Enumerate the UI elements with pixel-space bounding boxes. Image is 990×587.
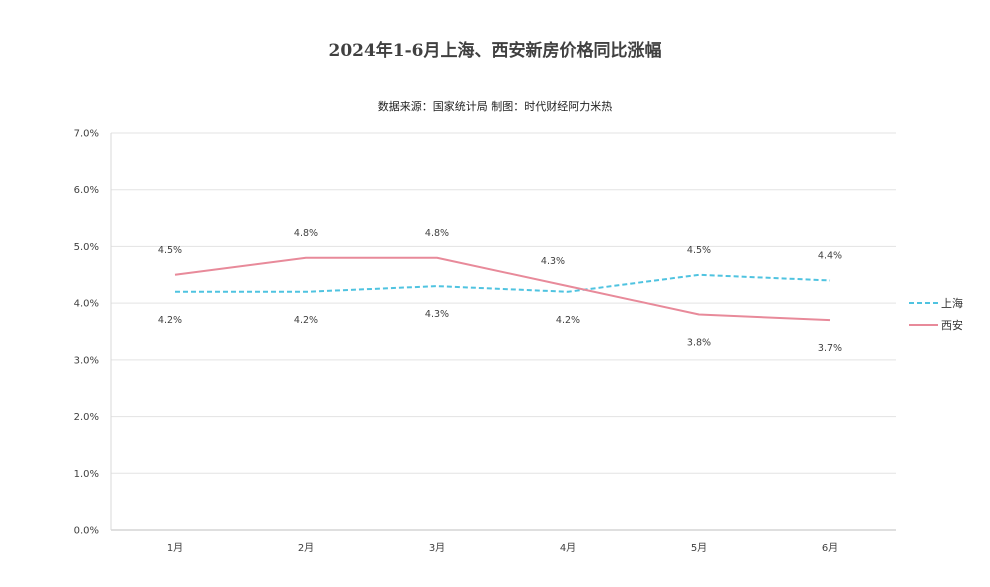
y-tick-label: 2.0% (74, 412, 99, 423)
data-label: 4.5% (158, 245, 182, 256)
data-label: 4.8% (425, 228, 449, 239)
x-tick-label: 1月 (167, 542, 183, 554)
data-label: 3.7% (818, 343, 842, 354)
data-label: 4.2% (556, 315, 580, 326)
y-tick-label: 4.0% (74, 299, 99, 310)
y-tick-label: 7.0% (74, 129, 99, 140)
data-label: 4.8% (294, 228, 318, 239)
data-label: 4.5% (687, 245, 711, 256)
data-label: 4.3% (425, 309, 449, 320)
data-label: 4.4% (818, 250, 842, 261)
series-line-xian (174, 256, 831, 322)
y-tick-label: 5.0% (74, 242, 99, 253)
data-label: 3.8% (687, 337, 711, 348)
axes: 0.0% 1.0% 2.0% 3.0% 4.0% 5.0% 6.0% 7.0% 1月 2月 3月 4月… (74, 129, 839, 555)
x-tick-label: 5月 (691, 542, 707, 554)
x-tick-label: 4月 (560, 542, 576, 554)
series-lines (174, 256, 831, 322)
y-tick-label: 3.0% (74, 355, 99, 366)
x-tick-label: 3月 (429, 542, 445, 554)
y-tick-label: 1.0% (74, 469, 99, 480)
y-tick-label: 0.0% (74, 526, 99, 537)
legend-label: 上海 (941, 296, 963, 310)
y-tick-label: 6.0% (74, 185, 99, 196)
series-line-shanghai (175, 273, 831, 293)
chart-title: 2024年1-6月上海、西安新房价格同比涨幅 (328, 41, 662, 61)
data-label: 4.3% (541, 256, 565, 267)
data-label: 4.2% (294, 315, 318, 326)
chart-subtitle: 数据来源：国家统计局 制图：时代财经阿力米热 (377, 100, 613, 113)
data-label: 4.2% (158, 315, 182, 326)
x-tick-label: 2月 (298, 542, 314, 554)
gridlines (111, 132, 896, 531)
data-labels: 4.2% 4.5% 4.2% 4.8% 4.3% 4.8% 4.2% 4.3% 4.5% 3.8%… (158, 228, 842, 354)
x-tick-label: 6月 (822, 542, 838, 554)
legend-label: 西安 (941, 318, 963, 332)
